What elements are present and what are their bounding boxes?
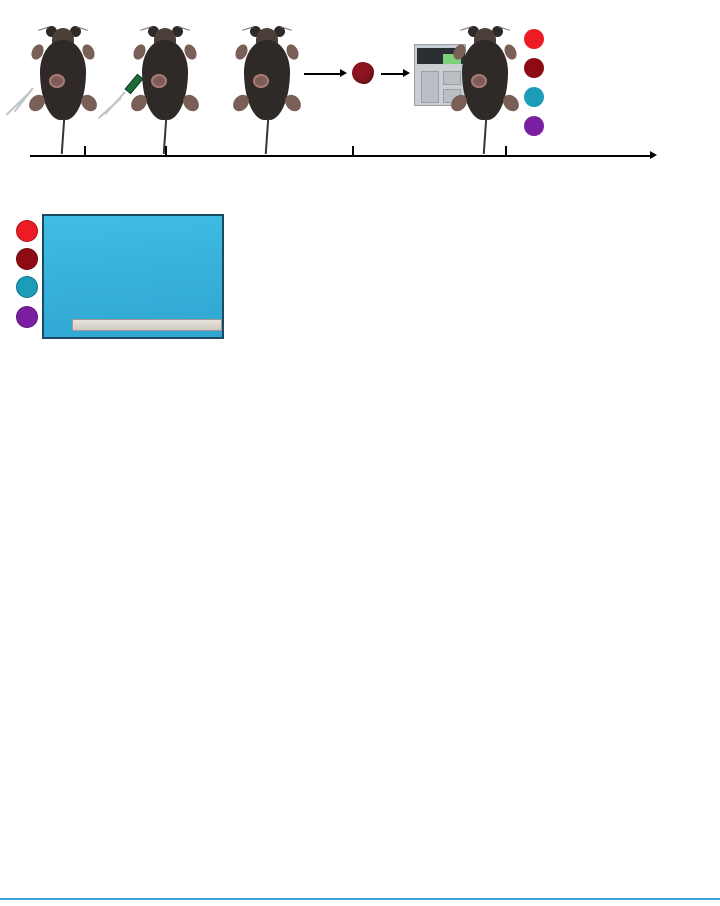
legend-item-c: [524, 82, 551, 111]
residual-tumor-photo: [42, 214, 224, 339]
badge-b: [16, 248, 38, 270]
panel-b-row-badge-d: [16, 306, 38, 328]
panel-b-row-badge-c: [16, 276, 38, 298]
panel-a: [0, 0, 720, 185]
badge-c: [16, 276, 38, 298]
flow-arrow-2-head: [403, 69, 410, 77]
badge-a: [524, 28, 544, 49]
flow-arrow-2: [381, 73, 403, 75]
ruler: [72, 319, 222, 331]
panel-b-row-badge-a: [16, 220, 38, 242]
timeline-arrow-head: [650, 151, 657, 159]
panel-g-bar-chart: [580, 753, 708, 865]
panel-d-plot: [489, 212, 659, 332]
mouse-illustration-4: [447, 22, 523, 155]
panel-e: [0, 392, 720, 567]
panel-b: [0, 188, 235, 388]
legend-item-a: [524, 24, 551, 53]
panel-f-bar-chart: [580, 587, 708, 699]
badge-b: [524, 57, 544, 78]
badge-a: [16, 220, 38, 242]
footer-rule: [0, 898, 720, 900]
flow-arrow-1: [304, 73, 340, 75]
panel-c-plot: [287, 204, 427, 334]
panel-c: [235, 188, 440, 388]
panel-b-row-badge-b: [16, 248, 38, 270]
panel-a-legend: [524, 24, 551, 140]
panel-f: [0, 567, 720, 739]
mouse-illustration-1: [5, 22, 101, 155]
legend-item-d: [524, 111, 551, 140]
badge-c: [524, 86, 544, 107]
mouse-illustration-3: [229, 22, 305, 155]
panel-d: [437, 188, 720, 388]
panel-e-bar-chart: [580, 420, 708, 532]
mouse-illustration-2: [98, 22, 203, 155]
flow-arrow-1-head: [340, 69, 347, 77]
syringe-icon: [124, 73, 144, 95]
timeline-axis: [30, 155, 650, 157]
badge-d: [524, 115, 544, 136]
legend-item-b: [524, 53, 551, 82]
panel-g: [0, 739, 720, 904]
badge-d: [16, 306, 38, 328]
excised-tumor-icon: [352, 62, 374, 84]
